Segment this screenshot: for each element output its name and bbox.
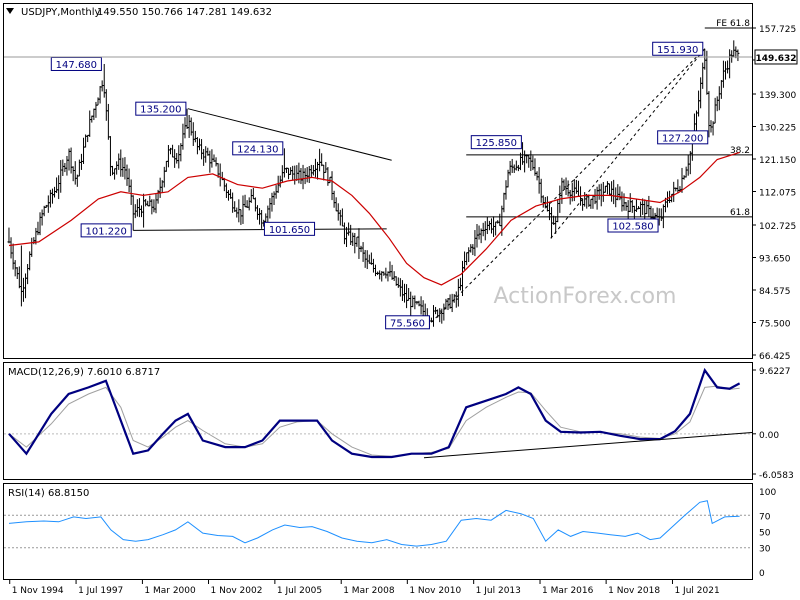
chart-header-ohlc: 149.550 150.766 147.281 149.632 — [97, 7, 272, 18]
price-annotation-label: 147.680 — [56, 60, 97, 71]
current-price-box — [754, 49, 798, 65]
x-tick-label: 1 Nov 1994 — [12, 586, 64, 596]
price-y-tick-label: 139.300 — [759, 91, 796, 101]
fib-level-label: 38.2 — [730, 146, 750, 156]
price-annotation-label: 101.650 — [269, 225, 310, 236]
rsi-y-tick-label: 70 — [759, 512, 771, 522]
price-panel — [3, 3, 753, 359]
price-y-tick-label: 66.425 — [759, 352, 791, 362]
header-arrow-icon — [6, 8, 14, 14]
fib-level-label: 61.8 — [730, 208, 750, 218]
rsi-y-tick-label: 0 — [759, 569, 765, 579]
price-annotation-box — [385, 315, 430, 330]
macd-y-tick-label: 0.00 — [759, 431, 779, 441]
macd-signal-line — [8, 385, 740, 457]
rsi-line — [8, 500, 740, 547]
price-annotation-label: 125.850 — [476, 138, 517, 149]
x-tick-label: 1 Jul 2013 — [476, 586, 521, 596]
price-annotation-box — [135, 101, 187, 116]
x-tick-label: 1 Mar 2008 — [343, 586, 395, 596]
x-tick-label: 1 Jul 2005 — [277, 586, 322, 596]
rsi-y-tick-label: 30 — [759, 545, 771, 555]
fib-level-label: FE 61.8 — [716, 19, 750, 29]
price-annotation-label: 102.580 — [612, 222, 653, 233]
moving-average-line — [8, 151, 740, 286]
x-tick-label: 1 Mar 2000 — [144, 586, 196, 596]
price-annotation-box — [232, 141, 284, 156]
watermark: ActionForex.com — [494, 284, 677, 309]
x-tick-label: 1 Nov 2010 — [409, 586, 461, 596]
chart-header-symbol: USDJPY,Monthly — [21, 7, 101, 18]
price-annotation-label: 101.220 — [85, 226, 126, 237]
price-annotation-label: 151.930 — [657, 45, 698, 56]
price-annotation-label: 124.130 — [237, 144, 278, 155]
macd-panel — [3, 362, 753, 480]
trend-line — [187, 108, 392, 161]
trend-line — [550, 48, 706, 239]
price-annotation-box — [80, 223, 132, 238]
x-tick-label: 1 Mar 2016 — [542, 586, 594, 596]
x-tick-label: 1 Nov 2002 — [211, 586, 263, 596]
price-annotation-box — [657, 130, 709, 145]
x-tick-label: 1 Jul 1997 — [78, 586, 123, 596]
price-y-tick-label: 112.075 — [759, 189, 796, 199]
rsi-title: RSI(14) 68.8150 — [8, 488, 89, 499]
price-annotation-box — [607, 218, 659, 233]
macd-trend-line — [423, 431, 753, 459]
price-annotation-box — [470, 135, 522, 150]
x-tick-label: 1 Jul 2021 — [674, 586, 719, 596]
rsi-panel — [3, 483, 753, 580]
price-y-tick-label: 84.575 — [759, 287, 791, 297]
price-y-tick-label: 130.225 — [759, 123, 796, 133]
macd-y-tick-label: 9.6227 — [759, 367, 791, 377]
price-y-tick-label: 121.150 — [759, 156, 796, 166]
price-annotation-label: 75.560 — [390, 318, 425, 329]
price-annotation-label: 135.200 — [140, 105, 181, 116]
x-tick-label: 1 Nov 2018 — [608, 586, 660, 596]
current-price-label: 149.632 — [756, 54, 797, 64]
macd-title: MACD(12,26,9) 7.6010 6.8717 — [8, 367, 160, 378]
price-y-tick-label: 157.725 — [759, 25, 796, 35]
macd-y-tick-label: -6.0583 — [759, 471, 794, 481]
price-y-tick-label: 102.725 — [759, 222, 796, 232]
price-y-tick-label: 93.650 — [759, 254, 791, 264]
price-annotation-label: 127.200 — [662, 133, 703, 144]
price-annotation-box — [263, 221, 316, 236]
price-annotation-box — [652, 41, 704, 56]
macd-line — [8, 367, 741, 459]
rsi-y-tick-label: 50 — [759, 529, 771, 539]
price-y-tick-label: 75.500 — [759, 319, 791, 329]
rsi-y-tick-label: 100 — [759, 488, 776, 498]
